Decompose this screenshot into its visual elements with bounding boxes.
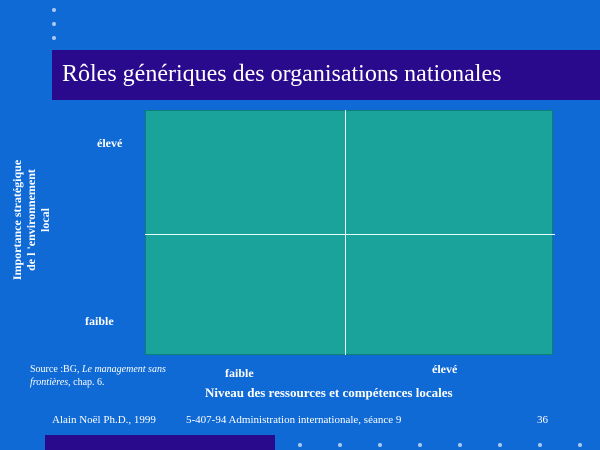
y-axis-label-line3: local [38, 208, 52, 232]
decor-dot [52, 36, 56, 40]
y-low-label: faible [85, 314, 114, 328]
decor-dot [378, 443, 382, 447]
title-bar: Rôles génériques des organisations natio… [52, 50, 600, 100]
decor-dot [298, 443, 302, 447]
decor-dot [52, 8, 56, 12]
decor-dot [418, 443, 422, 447]
bottom-bar [45, 435, 275, 450]
y-high-label: élevé [97, 136, 123, 150]
x-axis-label: Niveau des ressources et compétences loc… [205, 385, 453, 400]
quadrant-matrix [145, 110, 553, 355]
source-prefix: Source :BG, [30, 364, 82, 375]
decor-dot [458, 443, 462, 447]
decor-dot [498, 443, 502, 447]
y-axis-label-line1: Importance stratégique [10, 159, 24, 281]
slide-title: Rôles génériques des organisations natio… [62, 61, 502, 87]
x-high-label: élevé [432, 362, 458, 376]
source-suffix: , chap. 6. [68, 377, 105, 388]
decor-dot [338, 443, 342, 447]
source-citation: Source :BG, Le management sans frontière… [30, 363, 170, 389]
footer-page-number: 36 [537, 414, 548, 426]
y-axis-label-line2: de l 'environnement [24, 169, 38, 271]
matrix-vertical-divider [345, 110, 346, 355]
y-axis-label: Importance stratégique de l 'environneme… [10, 140, 52, 300]
decor-dot [578, 443, 582, 447]
decor-dot [52, 22, 56, 26]
source-book-title: Le management sans frontières [30, 364, 166, 388]
footer-author: Alain Noël Ph.D., 1999 [52, 414, 156, 426]
decor-dot [538, 443, 542, 447]
x-low-label: faible [225, 366, 254, 380]
matrix-horizontal-divider [145, 234, 555, 235]
footer-course: 5-407-94 Administration internationale, … [186, 414, 402, 426]
